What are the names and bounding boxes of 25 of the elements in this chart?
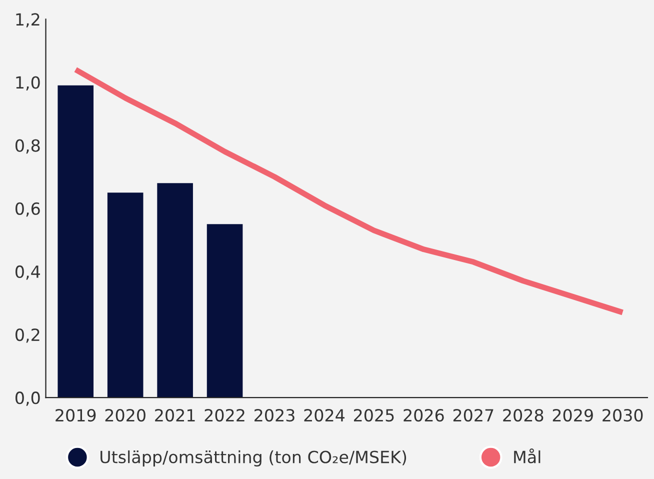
bar bbox=[206, 224, 243, 398]
x-tick-label: 2029 bbox=[552, 408, 593, 422]
y-tick-label: 0,6 bbox=[16, 202, 40, 217]
y-tick-label: 0,0 bbox=[16, 392, 40, 406]
x-tick-label: 2028 bbox=[503, 408, 544, 422]
y-tick-label: 1,0 bbox=[16, 76, 40, 90]
legend-label: Utsläpp/omsättning (ton CO₂e/MSEK) bbox=[100, 450, 406, 467]
x-tick-label: 2021 bbox=[155, 408, 195, 422]
bar bbox=[107, 192, 144, 398]
y-tick-label: 1,2 bbox=[16, 13, 40, 28]
y-tick-label: 0,4 bbox=[16, 265, 40, 280]
x-tick-label: 2024 bbox=[304, 408, 345, 422]
bar bbox=[157, 183, 193, 398]
x-tick-label: 2019 bbox=[56, 408, 96, 422]
x-tick-label: 2026 bbox=[404, 408, 444, 422]
y-tick-label: 0,8 bbox=[16, 139, 40, 154]
x-tick-label: 2027 bbox=[453, 408, 494, 422]
bar bbox=[58, 85, 94, 398]
x-tick-label: 2020 bbox=[105, 408, 146, 422]
legend-label: Mål bbox=[514, 448, 540, 464]
y-tick-label: 0,2 bbox=[16, 328, 40, 343]
x-tick-label: 2022 bbox=[204, 408, 244, 422]
x-tick-label: 2025 bbox=[354, 408, 394, 422]
x-tick-label: 2030 bbox=[602, 408, 643, 422]
x-tick-label: 2023 bbox=[254, 408, 294, 422]
